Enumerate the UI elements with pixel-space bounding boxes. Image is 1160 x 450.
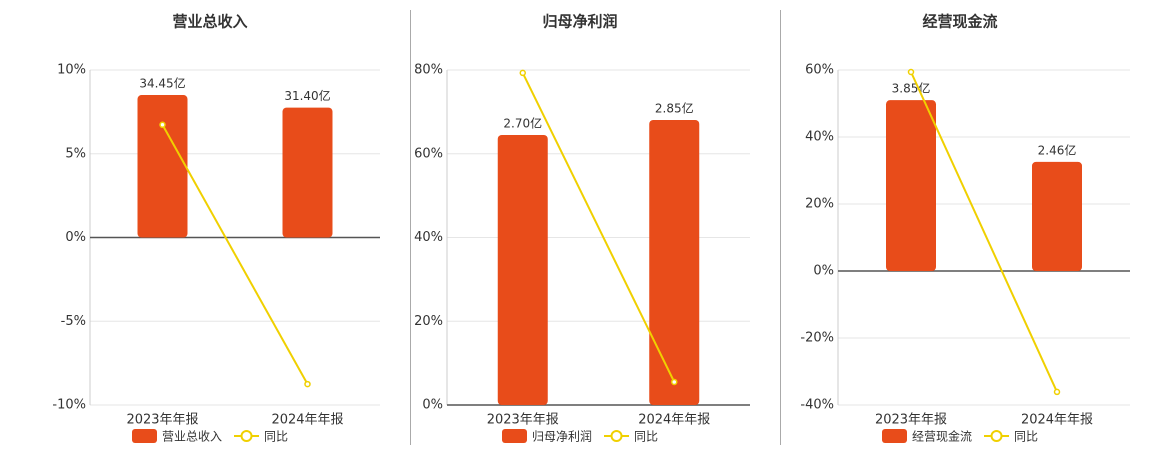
y-tick-label: 5% [65, 146, 86, 161]
y-tick-label: 60% [805, 63, 834, 78]
legend-label: 同比 [1014, 430, 1038, 444]
line [910, 71, 1058, 393]
data-label: 2.70亿 [503, 116, 542, 131]
y-tick-label: 40% [805, 130, 834, 145]
line-point [159, 121, 166, 129]
y-tick-label: 60% [414, 146, 443, 161]
line-point [519, 69, 526, 77]
y-tick-label: 0% [813, 264, 834, 279]
x-tick-label: 2023年年报 [126, 413, 198, 428]
y-tick-label: 0% [422, 398, 443, 413]
y-tick-label: 40% [414, 230, 443, 245]
legend-swatch [882, 429, 907, 443]
legend-label: 经营现金流 [912, 429, 972, 444]
data-label: 34.45亿 [139, 76, 185, 91]
y-tick-label: -10% [52, 398, 86, 413]
line [521, 72, 676, 383]
legend-label: 同比 [264, 430, 288, 444]
y-tick-label: -5% [61, 314, 86, 329]
bar [137, 95, 188, 238]
x-tick-label: 2024年年报 [1021, 413, 1093, 428]
bar [282, 107, 333, 238]
x-tick-label: 2023年年报 [487, 413, 559, 428]
legend-swatch [610, 430, 623, 442]
bar [649, 120, 700, 405]
data-label: 2.46亿 [1038, 142, 1077, 157]
chart-title: 营业总收入 [172, 13, 247, 31]
x-tick-label: 2023年年报 [875, 413, 947, 428]
legend-label: 同比 [634, 430, 658, 444]
x-tick-label: 2024年年报 [271, 413, 343, 428]
line [161, 124, 309, 385]
y-tick-label: 80% [414, 63, 443, 78]
legend-swatch [990, 430, 1003, 442]
legend-label: 营业总收入 [162, 430, 222, 444]
data-label: 31.40亿 [284, 88, 330, 103]
y-tick-label: 0% [65, 230, 86, 245]
y-tick-label: -40% [800, 398, 834, 413]
y-tick-label: 20% [414, 314, 443, 329]
x-tick-label: 2024年年报 [638, 413, 710, 428]
line-point [1053, 388, 1061, 396]
data-label: 2.85亿 [655, 101, 694, 116]
y-tick-label: 20% [805, 197, 834, 212]
data-label: 3.85亿 [892, 81, 931, 96]
bar [497, 135, 548, 405]
chart-title: 归母净利润 [542, 13, 617, 31]
legend-swatch [502, 429, 527, 443]
bar [1032, 161, 1082, 271]
legend-swatch [132, 429, 157, 443]
y-tick-label: -20% [800, 331, 834, 346]
chart-title: 经营现金流 [922, 13, 997, 31]
y-tick-label: 10% [57, 63, 86, 78]
bar [886, 100, 936, 272]
legend-swatch [240, 430, 253, 442]
line-point [907, 68, 915, 76]
line-point [304, 380, 311, 388]
legend-label: 归母净利润 [532, 430, 592, 444]
line-point [671, 378, 678, 386]
